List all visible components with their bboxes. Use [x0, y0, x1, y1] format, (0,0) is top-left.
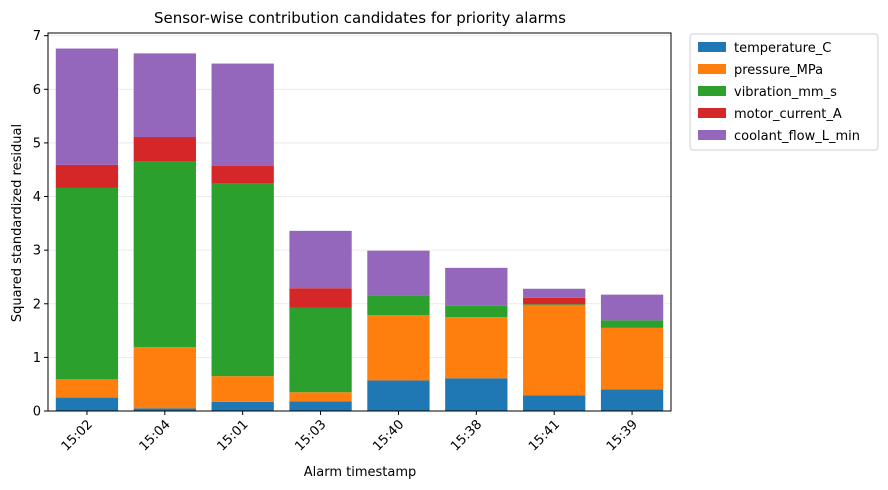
- bars: [55, 48, 664, 411]
- legend-label-pressure_MPa: pressure_MPa: [734, 63, 823, 78]
- bar-motor_current_A-6: [523, 297, 586, 305]
- x-axis-label: Alarm timestamp: [304, 465, 417, 480]
- bar-temperature_C-6: [523, 395, 586, 411]
- bar-vibration_mm_s-3: [289, 307, 352, 393]
- y-tick-label: 4: [33, 190, 41, 205]
- bar-vibration_mm_s-2: [211, 183, 274, 377]
- legend-label-motor_current_A: motor_current_A: [734, 107, 842, 122]
- bar-pressure_MPa-6: [523, 305, 586, 396]
- plot-frame: [47, 32, 672, 412]
- chart-title: Sensor-wise contribution candidates for …: [154, 9, 566, 27]
- bar-motor_current_A-1: [133, 137, 196, 162]
- bar-pressure_MPa-5: [445, 317, 508, 379]
- legend-swatch-motor_current_A: [698, 108, 726, 118]
- legend-label-vibration_mm_s: vibration_mm_s: [734, 85, 837, 100]
- legend-label-coolant_flow_L_min: coolant_flow_L_min: [734, 129, 860, 144]
- bar-coolant_flow_L_min-6: [523, 288, 586, 298]
- bar-vibration_mm_s-4: [367, 295, 430, 316]
- bar-vibration_mm_s-5: [445, 305, 508, 318]
- bar-temperature_C-2: [211, 401, 274, 411]
- x-tick-label: 15:41: [526, 417, 563, 454]
- legend-frame: [689, 33, 879, 151]
- bar-pressure_MPa-7: [600, 327, 664, 390]
- y-tick-label: 1: [33, 351, 41, 366]
- x-tick-label: 15:39: [604, 417, 641, 454]
- bar-coolant_flow_L_min-0: [55, 48, 119, 165]
- bar-coolant_flow_L_min-3: [289, 230, 352, 289]
- bar-pressure_MPa-0: [55, 379, 119, 398]
- bar-pressure_MPa-3: [289, 392, 352, 402]
- bar-vibration_mm_s-7: [600, 320, 664, 328]
- x-tick-label: 15:04: [137, 417, 174, 454]
- bar-temperature_C-1: [133, 408, 196, 411]
- bar-coolant_flow_L_min-2: [211, 63, 274, 166]
- legend-swatch-coolant_flow_L_min: [698, 130, 726, 140]
- x-axis: 15:02 15:04 15:01 15:03 15:40 15:38 15:41 15:39: [59, 411, 641, 454]
- legend-swatch-pressure_MPa: [698, 64, 726, 74]
- x-tick-label: 15:01: [214, 417, 251, 454]
- x-tick-label: 15:38: [448, 417, 485, 454]
- y-axis: 0 1 2 3 4 5 6 7: [33, 29, 48, 420]
- bar-temperature_C-3: [289, 401, 352, 411]
- legend-label-temperature_C: temperature_C: [734, 41, 831, 56]
- bar-coolant_flow_L_min-4: [367, 250, 430, 296]
- y-tick-label: 7: [33, 29, 41, 44]
- bar-pressure_MPa-1: [133, 347, 196, 409]
- bar-pressure_MPa-2: [211, 376, 274, 402]
- bar-pressure_MPa-4: [367, 315, 430, 381]
- bar-vibration_mm_s-6: [523, 304, 586, 306]
- x-tick-label: 15:03: [292, 417, 329, 454]
- bar-vibration_mm_s-0: [55, 187, 119, 380]
- legend: temperature_C pressure_MPa vibration_mm_sm…: [689, 33, 879, 151]
- y-tick-label: 3: [33, 244, 41, 259]
- y-tick-label: 5: [33, 136, 41, 151]
- y-tick-label: 0: [33, 405, 41, 420]
- bar-motor_current_A-3: [289, 288, 352, 308]
- bar-vibration_mm_s-1: [133, 161, 196, 348]
- legend-swatch-vibration_mm_s: [698, 86, 726, 96]
- bar-coolant_flow_L_min-5: [445, 267, 508, 306]
- bar-temperature_C-4: [367, 380, 430, 411]
- bar-temperature_C-5: [445, 378, 508, 411]
- bar-coolant_flow_L_min-7: [600, 294, 664, 321]
- y-axis-label: Squared standardized residual: [10, 124, 25, 322]
- bar-temperature_C-0: [55, 397, 119, 411]
- x-tick-label: 15:02: [59, 417, 96, 454]
- bar-temperature_C-7: [600, 389, 664, 411]
- legend-swatch-temperature_C: [698, 42, 726, 52]
- bar-coolant_flow_L_min-1: [133, 53, 196, 138]
- x-tick-label: 15:40: [370, 417, 407, 454]
- y-tick-label: 2: [33, 297, 41, 312]
- y-tick-label: 6: [33, 83, 41, 98]
- bar-motor_current_A-2: [211, 165, 274, 184]
- bar-motor_current_A-0: [55, 164, 119, 188]
